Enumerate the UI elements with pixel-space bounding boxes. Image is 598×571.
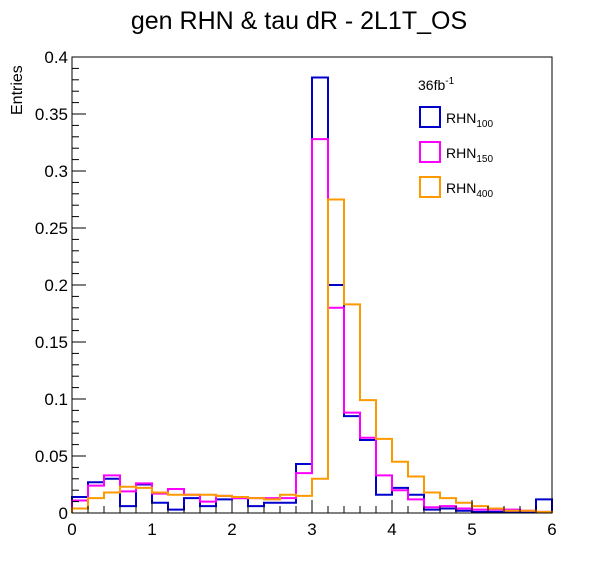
- y-axis-label: Entries: [9, 65, 26, 115]
- y-tick-label: 0.1: [44, 390, 68, 409]
- x-tick-label: 4: [387, 520, 396, 539]
- legend-label-rhn150: RHN150: [446, 145, 493, 165]
- luminosity-label: 36fb-1: [418, 76, 455, 93]
- legend-swatch-rhn400: [419, 176, 441, 198]
- legend-swatch-rhn150: [419, 141, 441, 163]
- chart-title: gen RHN & tau dR - 2L1T_OS: [131, 7, 467, 35]
- series-line-rhn150: [71, 138, 553, 513]
- axes-layer: 0 1 2 3 4 5 6 0 0.05 0.1 0.15 0.2 0.25 0.3 0.35 0.4: [35, 48, 557, 539]
- y-tick-label: 0.05: [35, 447, 68, 466]
- y-tick-label: 0.25: [35, 219, 68, 238]
- y-tick-label: 0.4: [44, 48, 68, 67]
- legend: 36fb-1 RHN100 RHN150 RHN400: [418, 76, 493, 200]
- y-tick-label: 0.2: [44, 276, 68, 295]
- y-tick-label: 0.35: [35, 105, 68, 124]
- x-tick-label: 1: [147, 520, 156, 539]
- x-tick-label: 2: [227, 520, 236, 539]
- x-tick-label: 3: [307, 520, 316, 539]
- x-tick-label: 0: [67, 520, 76, 539]
- y-tick-label: 0: [59, 504, 68, 523]
- series-layer: [71, 76, 553, 513]
- y-tick-label: 0.3: [44, 162, 68, 181]
- y-tick-label: 0.15: [35, 333, 68, 352]
- x-tick-label: 5: [467, 520, 476, 539]
- legend-label-rhn100: RHN100: [446, 110, 493, 130]
- legend-label-rhn400: RHN400: [446, 180, 493, 200]
- x-tick-label: 6: [547, 520, 556, 539]
- legend-swatch-rhn100: [419, 106, 441, 128]
